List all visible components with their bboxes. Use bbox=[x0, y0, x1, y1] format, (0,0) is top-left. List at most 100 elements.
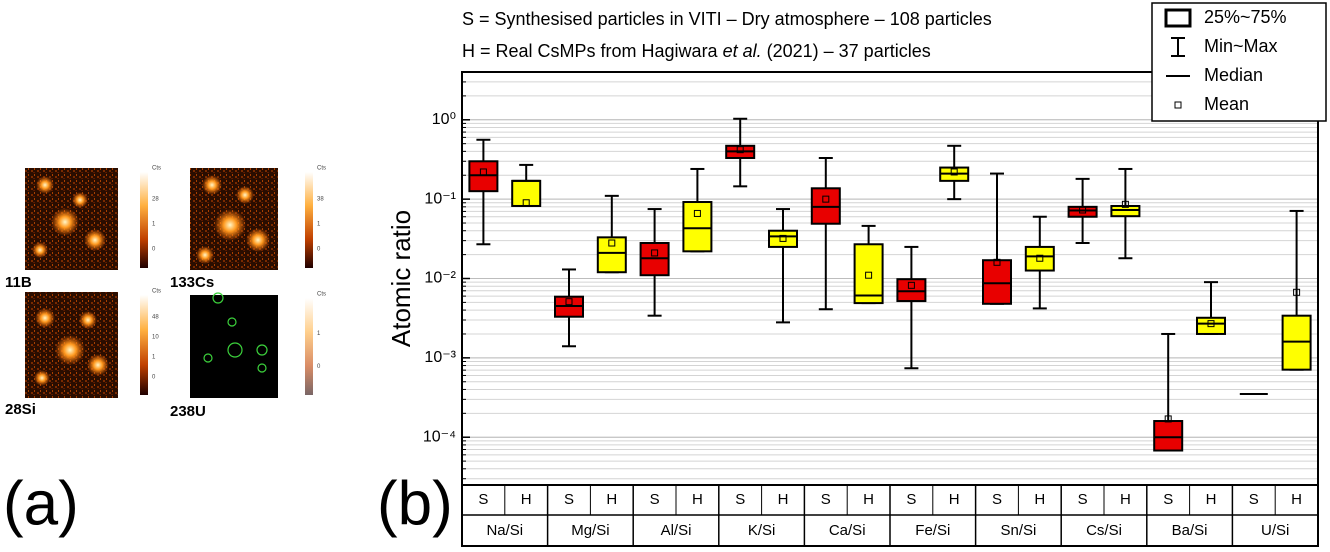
y-tick-label: 10⁰ bbox=[432, 111, 456, 128]
mean bbox=[479, 168, 487, 176]
box bbox=[896, 278, 927, 303]
subtitle-part: (2021) – 37 particles bbox=[762, 41, 931, 61]
scale-label: Cts bbox=[317, 292, 326, 298]
x-tick-label: K/Si bbox=[748, 522, 776, 539]
x-tick-label: Mg/Si bbox=[571, 522, 609, 539]
scale-label: 38 bbox=[317, 197, 324, 203]
box bbox=[1153, 420, 1184, 452]
series-label: S bbox=[735, 491, 745, 508]
image-label: 28Si bbox=[5, 401, 36, 418]
mean bbox=[822, 195, 830, 203]
box bbox=[1024, 245, 1055, 272]
box bbox=[1110, 204, 1141, 218]
panel-label: (b) bbox=[377, 469, 453, 538]
x-tick-label: U/Si bbox=[1261, 522, 1289, 539]
mean bbox=[693, 209, 701, 217]
series-label: H bbox=[863, 491, 874, 508]
y-tick-label: 10⁻³ bbox=[424, 349, 456, 366]
box bbox=[1067, 205, 1098, 218]
legend-label: 25%~75% bbox=[1204, 7, 1287, 27]
box bbox=[853, 243, 884, 305]
mean bbox=[1207, 320, 1215, 328]
mean bbox=[865, 271, 873, 279]
mean bbox=[608, 239, 616, 247]
y-tick-label: 10⁻⁴ bbox=[423, 428, 456, 445]
mean bbox=[1079, 206, 1087, 214]
box bbox=[511, 179, 542, 207]
map-image bbox=[190, 295, 278, 398]
box bbox=[596, 236, 627, 274]
scale-label: 0 bbox=[317, 247, 321, 253]
x-tick-label: Na/Si bbox=[486, 522, 523, 539]
mean bbox=[907, 281, 915, 289]
mean bbox=[1121, 200, 1129, 208]
scale-label: 0 bbox=[152, 375, 156, 381]
box bbox=[1196, 316, 1226, 335]
series-label: H bbox=[521, 491, 532, 508]
scale-label: 1 bbox=[317, 222, 321, 228]
x-tick-label: Ca/Si bbox=[829, 522, 866, 539]
series-label: S bbox=[650, 491, 660, 508]
x-tick-label: Cs/Si bbox=[1086, 522, 1122, 539]
mean bbox=[1164, 415, 1172, 423]
panel-label: (a) bbox=[3, 469, 79, 538]
series-label: H bbox=[606, 491, 617, 508]
mean bbox=[1036, 254, 1044, 262]
series-label: S bbox=[906, 491, 916, 508]
legend-icon bbox=[1164, 8, 1192, 28]
series-label: S bbox=[1078, 491, 1088, 508]
series-label: H bbox=[692, 491, 703, 508]
series-label: H bbox=[949, 491, 960, 508]
legend-label: Min~Max bbox=[1204, 36, 1278, 56]
scale-label: 1 bbox=[317, 331, 321, 337]
series-label: S bbox=[478, 491, 488, 508]
series-label: H bbox=[1206, 491, 1217, 508]
image-label: 238U bbox=[170, 403, 206, 420]
mean bbox=[522, 199, 530, 207]
panel-a bbox=[25, 168, 313, 398]
series-label: S bbox=[821, 491, 831, 508]
scale-label: 1 bbox=[152, 355, 156, 361]
x-tick-label: Al/Si bbox=[661, 522, 692, 539]
series-label: S bbox=[992, 491, 1002, 508]
x-tick-label: Ba/Si bbox=[1172, 522, 1208, 539]
scale-label: Cts bbox=[152, 289, 161, 295]
mean bbox=[1293, 288, 1301, 296]
series-label: H bbox=[1291, 491, 1302, 508]
box bbox=[982, 259, 1012, 305]
image-label: 11B bbox=[5, 274, 32, 291]
mean bbox=[565, 298, 573, 306]
mean bbox=[736, 146, 744, 154]
legend-label: Mean bbox=[1204, 94, 1249, 114]
scale-label: 1 bbox=[152, 222, 156, 228]
chart-title: S = Synthesised particles in VITI – Dry … bbox=[462, 9, 992, 29]
series-label: S bbox=[1163, 491, 1173, 508]
x-tick-label: Sn/Si bbox=[1000, 522, 1036, 539]
series-label: H bbox=[778, 491, 789, 508]
plot: (b) S = Synthesised particles in VITI – D… bbox=[377, 2, 1327, 547]
subtitle-part: et al. bbox=[723, 41, 762, 61]
y-tick-label: 10⁻¹ bbox=[424, 190, 456, 207]
box bbox=[768, 229, 798, 248]
chart-subtitle: H = Real CsMPs from Hagiwara et al. (202… bbox=[462, 41, 931, 61]
plot-frame bbox=[461, 71, 1319, 547]
scale-label: 48 bbox=[152, 315, 159, 321]
subtitle-part: H = Real CsMPs from Hagiwara bbox=[462, 41, 723, 61]
mean bbox=[993, 258, 1001, 266]
scale-label: Cts bbox=[317, 166, 326, 172]
mean bbox=[779, 234, 787, 242]
series-label: S bbox=[1249, 491, 1259, 508]
series-label: H bbox=[1034, 491, 1045, 508]
mean bbox=[950, 168, 958, 176]
y-tick-label: 10⁻² bbox=[424, 270, 456, 287]
legend-label: Median bbox=[1204, 65, 1263, 85]
y-axis-label: Atomic ratio bbox=[386, 210, 416, 347]
legend-icon bbox=[1174, 101, 1182, 109]
series-label: S bbox=[564, 491, 574, 508]
scale-label: 0 bbox=[152, 247, 156, 253]
box bbox=[682, 201, 713, 253]
scale-label: Cts bbox=[152, 166, 161, 172]
mean bbox=[651, 249, 659, 257]
box bbox=[1281, 314, 1312, 371]
